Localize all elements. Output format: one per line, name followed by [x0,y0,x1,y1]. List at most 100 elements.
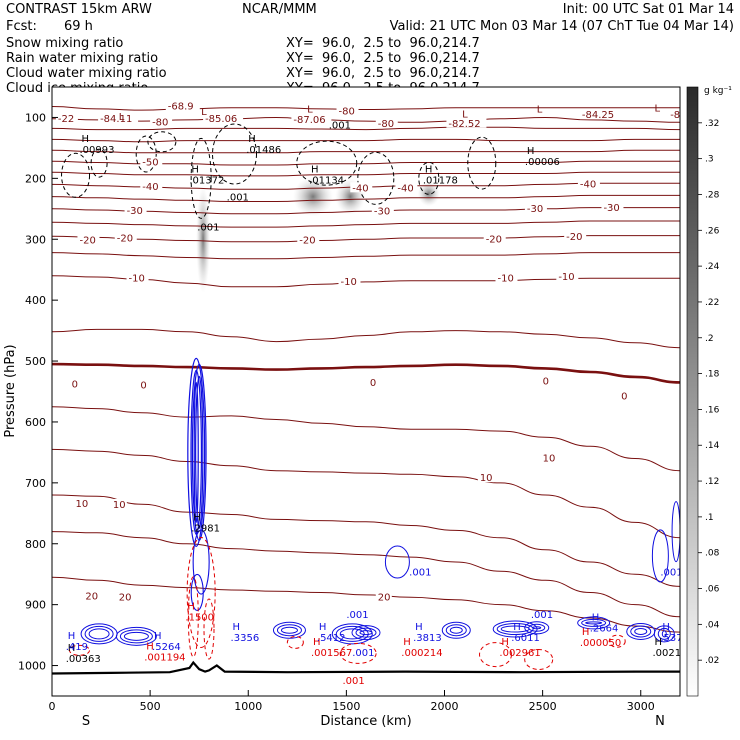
field-snow-name: Snow mixing ratio [6,36,123,51]
y-tick-label: 400 [25,294,46,307]
x-tick-label: 2000 [431,700,459,713]
snow-blob [293,176,334,217]
high-marker: H [248,134,256,145]
isotherm-label: -50 [142,158,158,169]
rain-contour [203,598,215,660]
y-tick-label: 200 [25,172,46,185]
isotherm-line [52,494,680,587]
isotherm-label: -40 [352,183,368,194]
cloud-water-contour [190,573,204,612]
isotherm-label-bg [524,203,547,214]
isotherm-line [52,576,680,633]
cloud-water-contour [445,624,467,637]
colorbar-tick-label: .04 [705,620,720,630]
high-value-label: .5412 [317,633,346,644]
isotherm-label-bg [83,590,100,601]
high-marker: H [313,637,321,648]
low-marker: L [119,112,125,123]
isotherm-label-bg [73,497,90,508]
isotherm-label: -80 [378,119,394,130]
isotherm-label-bg [601,201,624,212]
plot-content: -68.9 -84.11 -85.06 -87.06 -80 -80 -80 -82.52 -8… [52,100,687,687]
snow-blob [196,185,211,294]
isotherm-label-bg [203,112,244,123]
axes: 0 500 1000 1500 2000 2500 30001002003004005006… [18,111,655,713]
high-marker: H [81,134,89,145]
isotherm-label: -30 [127,206,143,217]
cloud-ice-contour [418,161,440,195]
isotherm-label: 20 [119,593,132,604]
contour-value-label: .001 [352,648,374,659]
high-marker: H [187,602,195,613]
colorbar-ramp [686,86,699,697]
high-value-label: .01134 [309,175,344,186]
high-value-label: .00006 [525,157,560,168]
isotherm-label: 0 [140,381,146,392]
x-tick-label: 0 [49,700,56,713]
isotherm-label: 10 [543,454,556,465]
cloud-water-contour [581,618,607,627]
colorbar-tick-label: .32 [705,119,719,129]
rain-contour [524,648,554,670]
south-label: S [82,714,90,729]
high-value-label: .00993 [79,145,114,156]
isotherm-label: 20 [85,591,98,602]
field-rain-name: Rain water mixing ratio [6,51,158,66]
high-value-label: .00212 [652,648,687,659]
isotherm-label: -82.52 [448,119,480,130]
isotherm-label-bg [55,112,78,123]
isotherm-label: -68.9 [168,102,194,113]
cloud-ice-contour [296,140,358,186]
isotherm-label: 20 [378,593,391,604]
plot-frame [51,86,681,697]
high-value-label: .6011 [511,633,540,644]
cloud-water-contour [449,626,463,634]
isotherm-line [52,362,680,384]
high-marker: H [233,622,241,633]
high-marker: H [154,631,162,642]
cloud-water-contour [339,628,365,640]
cloud-water-contour [195,375,204,529]
isotherm-label: 10 [113,500,126,511]
high-marker: H [592,612,600,623]
terrain-path [52,660,680,675]
high-value-label: .1500 [185,613,214,624]
contour-value-label: .001 [660,567,682,578]
y-tick-label: 500 [25,355,46,368]
isotherm-label: -10 [558,272,574,283]
isotherm-line [52,252,680,260]
isotherm-label: -84.11 [100,114,132,125]
terrain-line [52,660,680,675]
cloud-water-contour [84,625,114,642]
isotherm-label: -10 [129,273,145,284]
center-title: NCAR/MMM [242,2,317,17]
isotherm-label: 0 [370,378,376,389]
colorbar-unit: g kg⁻¹ [704,86,732,96]
rain-contour [187,576,199,658]
isotherm-label: -10 [497,273,513,284]
cloud-water-contour [634,627,648,635]
isotherm-label: -20 [566,232,582,243]
colorbar-tick-label: .06 [705,585,720,595]
contour-value-label: .001 [409,567,431,578]
colorbar-tick-label: .08 [705,549,720,559]
cloud-ice-contours [61,123,497,219]
isotherm-label-bg [577,178,600,189]
colorbar-tick-label: .14 [705,441,720,451]
y-tick-label: 300 [25,233,46,246]
isotherm-label-bg [140,156,163,167]
high-marker: H [501,637,509,648]
isotherm-label-bg [495,272,518,283]
high-value-label: .419 [66,642,88,653]
x-axis-title: Distance (km) [320,714,411,729]
isotherm-label-bg [477,472,494,483]
isotherm-label-bg [124,204,147,215]
isotherm-label-bg [98,112,139,123]
high-marker: H [68,631,76,642]
rain-contours [68,536,626,670]
cloud-ice-contour [467,136,497,190]
isotherm-label: 0 [72,379,78,390]
high-marker: H [582,627,590,638]
cloud-water-contour [119,629,153,644]
